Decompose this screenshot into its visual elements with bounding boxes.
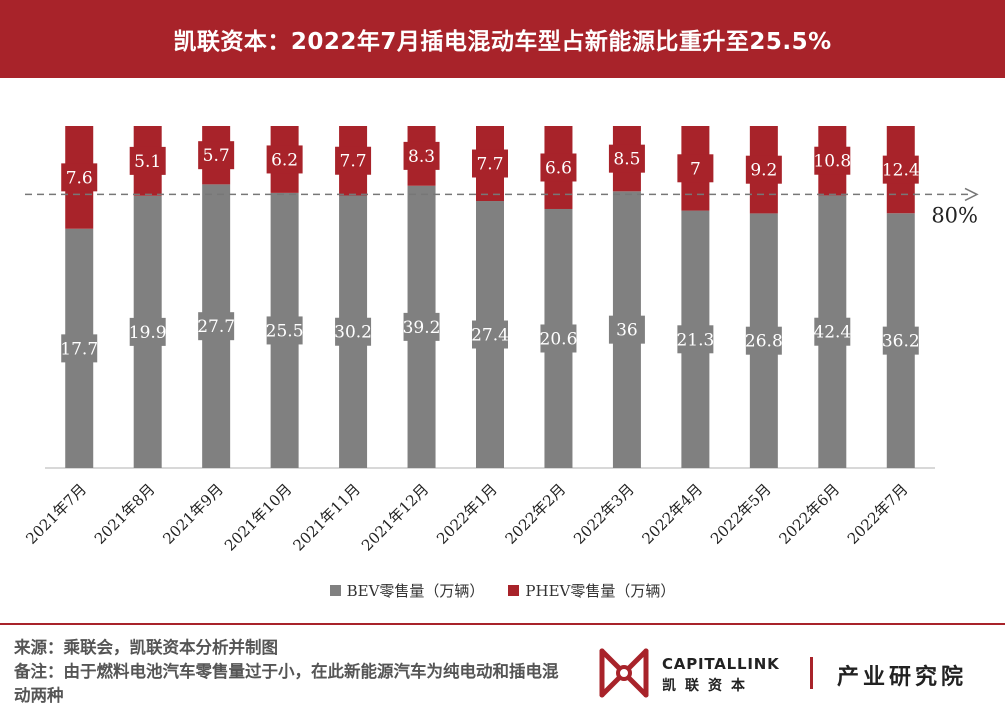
data-label-bev: 39.2	[403, 318, 441, 338]
data-label-bg-bev	[745, 326, 782, 355]
data-label-bev: 26.8	[745, 332, 783, 352]
x-tick-label: 2022年4月	[639, 480, 707, 548]
x-tick-label: 2021年9月	[159, 480, 227, 548]
x-tick-label: 2022年6月	[775, 480, 843, 548]
reference-line-arrow-icon	[964, 187, 979, 202]
brand-name-cn: 凯联资本	[662, 678, 754, 694]
data-label-bev: 21.3	[676, 330, 714, 350]
data-label-bev: 36	[616, 321, 638, 341]
data-label-bg-phev	[335, 146, 372, 175]
data-label-phev: 7.7	[340, 152, 367, 172]
data-label-phev: 10.8	[813, 152, 851, 172]
brand-institute: 产业研究院	[837, 665, 968, 690]
data-label-bev: 19.9	[129, 323, 167, 343]
reference-line-label: 80%	[931, 203, 978, 227]
x-tick-label: 2021年12月	[358, 480, 432, 554]
brand-separator	[810, 657, 813, 689]
brand-name-en: CAPITALLINK	[662, 655, 780, 673]
x-tick-label: 2022年7月	[844, 480, 912, 548]
brand-block: CAPITALLINK 凯联资本 产业研究院	[592, 643, 992, 703]
data-label-bev: 42.4	[813, 323, 851, 343]
footer-divider	[0, 623, 1005, 625]
legend-label-bev: BEV零售量（万辆）	[346, 582, 485, 600]
x-tick-label: 2022年3月	[570, 480, 638, 548]
data-label-phev: 8.3	[408, 147, 435, 167]
data-label-bg-bev	[472, 320, 508, 349]
data-label-bg-bev	[129, 317, 166, 346]
data-label-bg-phev	[403, 141, 440, 170]
x-tick-label: 2021年7月	[22, 480, 90, 548]
footer-notes: 来源：乘联会，凯联资本分析并制图 备注：由于燃料电池汽车零售量过于小，在此新能源…	[14, 636, 574, 708]
legend-item-bev: BEV零售量（万辆）	[329, 580, 485, 601]
source-note: 来源：乘联会，凯联资本分析并制图	[14, 638, 278, 657]
header-banner: 凯联资本：2022年7月插电混动车型占新能源比重升至25.5%	[0, 0, 1005, 78]
data-label-bg-bev	[198, 312, 235, 341]
data-label-bev: 27.7	[197, 317, 235, 337]
data-label-phev: 12.4	[882, 161, 920, 181]
data-label-phev: 9.2	[750, 161, 777, 181]
data-label-bg-phev	[608, 144, 645, 173]
data-label-bg-phev	[472, 149, 508, 178]
data-label-bev: 17.7	[60, 339, 98, 359]
x-tick-label: 2021年10月	[221, 480, 295, 554]
data-label-bg-bev	[266, 316, 303, 345]
x-tick-label: 2022年1月	[433, 480, 501, 548]
data-label-bev: 36.2	[882, 332, 920, 352]
data-label-bev: 25.5	[266, 321, 304, 341]
data-label-bg-bev	[403, 312, 440, 341]
data-label-phev: 7	[690, 159, 701, 179]
data-label-bg-phev	[61, 163, 98, 192]
data-label-phev: 6.6	[545, 158, 572, 178]
data-label-phev: 5.1	[134, 152, 161, 172]
legend-label-phev: PHEV零售量（万辆）	[525, 582, 676, 600]
data-label-phev: 6.2	[271, 150, 298, 170]
data-label-bg-bev	[882, 326, 919, 355]
data-label-bev: 30.2	[334, 323, 372, 343]
x-tick-label: 2022年5月	[707, 480, 775, 548]
chart-title: 凯联资本：2022年7月插电混动车型占新能源比重升至25.5%	[173, 29, 832, 55]
data-label-bev: 27.4	[471, 326, 509, 346]
data-label-bg-phev	[129, 146, 166, 175]
legend-swatch-phev	[508, 585, 520, 596]
remark-note: 备注：由于燃料电池汽车零售量过于小，在此新能源汽车为纯电动和插电混动两种	[14, 662, 559, 705]
data-label-bg-bev	[335, 317, 372, 346]
data-label-bg-bev	[677, 325, 714, 354]
data-label-bg-phev	[814, 146, 851, 175]
x-tick-label: 2021年11月	[289, 480, 363, 554]
data-label-bev: 20.6	[540, 329, 578, 349]
data-label-bg-bev	[540, 324, 577, 353]
legend-swatch-bev	[329, 585, 341, 596]
legend-item-phev: PHEV零售量（万辆）	[508, 580, 675, 601]
x-tick-label: 2022年2月	[502, 480, 570, 548]
data-label-bg-phev	[198, 141, 235, 170]
data-label-bg-bev	[61, 334, 98, 363]
data-label-phev: 5.7	[203, 146, 230, 166]
data-label-bg-phev	[882, 155, 919, 184]
legend: BEV零售量（万辆） PHEV零售量（万辆）	[0, 580, 1005, 601]
x-tick-label: 2021年8月	[91, 480, 159, 548]
data-label-bg-phev	[745, 155, 782, 184]
data-label-bg-phev	[540, 153, 577, 182]
data-label-phev: 8.5	[613, 150, 640, 170]
capitallink-logo-icon	[599, 648, 649, 698]
data-label-bg-bev	[814, 317, 851, 346]
data-label-phev: 7.7	[476, 155, 503, 175]
stacked-bar-chart: 17.7 7.6 2021年7月 19.9 5.1 2021年8月 27.7 5.7 2021年…	[22, 126, 979, 555]
data-label-bg-bev	[608, 315, 645, 344]
data-label-phev: 7.6	[66, 168, 93, 188]
data-label-bg-phev	[677, 154, 714, 183]
data-label-bg-phev	[266, 145, 303, 174]
